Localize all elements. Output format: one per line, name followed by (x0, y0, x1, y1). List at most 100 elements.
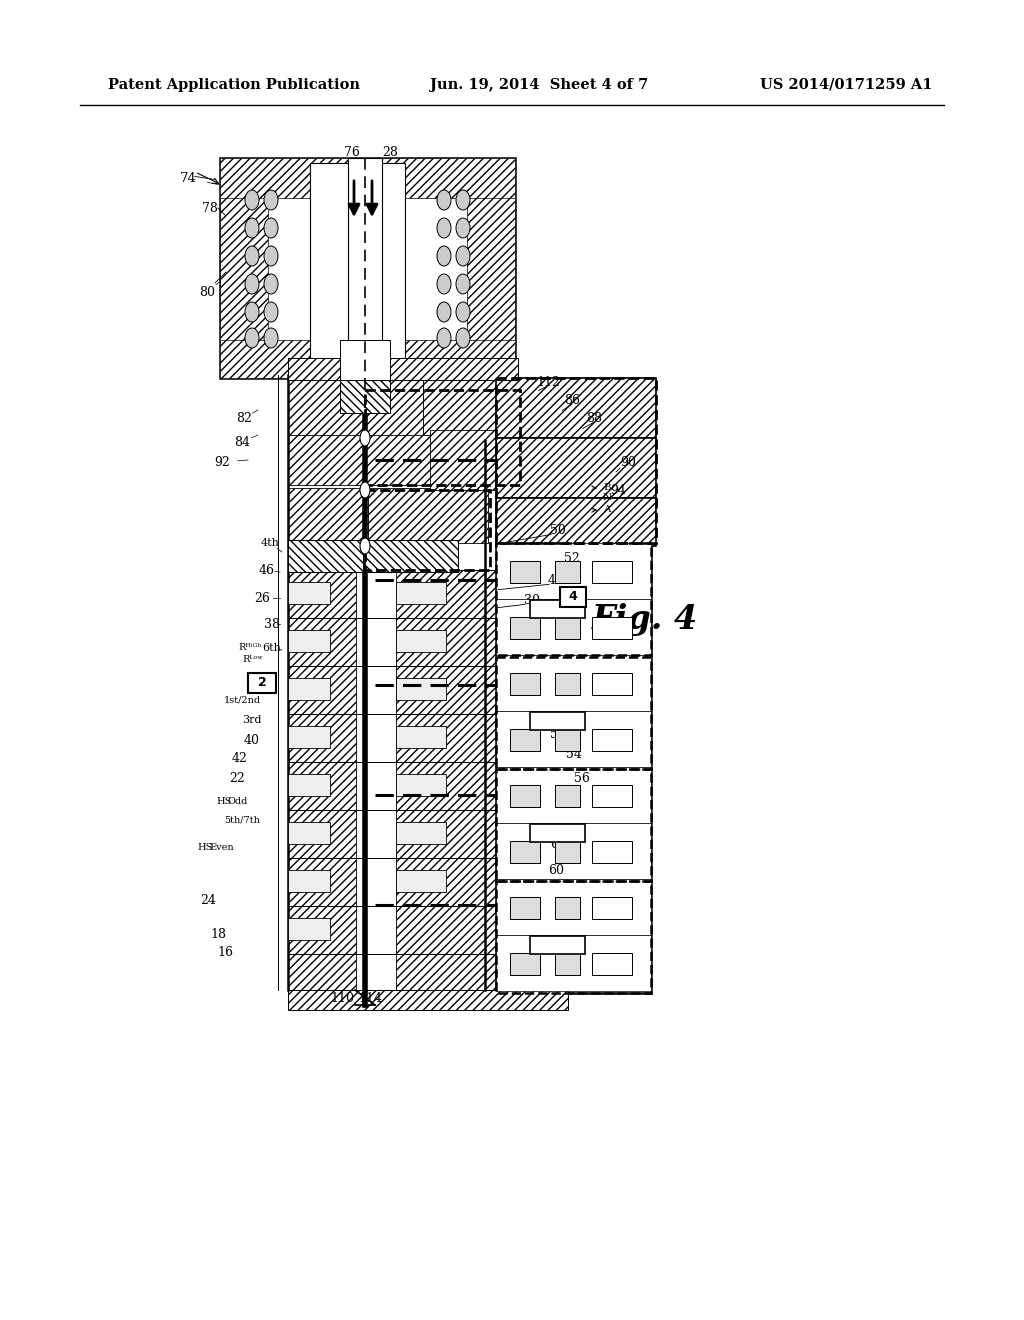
Bar (288, 714, 356, 762)
Bar (496, 711, 651, 767)
Bar (362, 540, 458, 572)
Bar (496, 378, 656, 438)
Text: 74: 74 (179, 172, 197, 185)
Text: 30: 30 (524, 594, 540, 606)
Bar (396, 774, 446, 796)
Bar (288, 630, 330, 652)
Text: 28: 28 (382, 147, 398, 160)
Text: 56: 56 (574, 771, 590, 784)
Bar (396, 858, 496, 906)
Bar (288, 667, 356, 714)
Ellipse shape (245, 246, 259, 267)
Bar (467, 158, 515, 378)
Bar (510, 841, 540, 863)
Text: 38: 38 (264, 618, 280, 631)
Text: 16: 16 (217, 945, 233, 958)
Text: 90: 90 (621, 455, 636, 469)
Bar (396, 906, 496, 954)
Bar (530, 824, 585, 842)
Text: 112: 112 (536, 375, 560, 388)
Bar (496, 880, 651, 993)
Ellipse shape (437, 275, 451, 294)
Bar (288, 917, 330, 940)
Bar (248, 673, 276, 693)
Text: 78: 78 (202, 202, 218, 214)
Bar (288, 990, 568, 1010)
Bar (368, 488, 488, 543)
Bar (288, 678, 330, 700)
Bar (310, 162, 406, 374)
Bar (288, 570, 356, 618)
Text: 82: 82 (237, 412, 252, 425)
Text: Patent Application Publication: Patent Application Publication (108, 78, 360, 92)
Bar (340, 378, 390, 413)
Bar (510, 673, 540, 696)
Bar (555, 953, 580, 975)
Text: Even: Even (210, 843, 234, 853)
Text: 5th/7th: 5th/7th (224, 816, 260, 825)
Bar (592, 673, 632, 696)
Text: 1st/2nd: 1st/2nd (223, 696, 260, 705)
Bar (555, 841, 580, 863)
Text: HS: HS (198, 843, 213, 853)
Bar (430, 430, 523, 490)
Text: Fig. 4: Fig. 4 (592, 603, 698, 636)
Ellipse shape (245, 327, 259, 348)
Bar (510, 616, 540, 639)
Bar (555, 561, 580, 583)
Ellipse shape (360, 539, 370, 554)
Bar (396, 667, 496, 714)
Bar (592, 841, 632, 863)
Bar (396, 870, 446, 892)
Text: 76: 76 (344, 147, 360, 160)
Bar (560, 587, 586, 607)
Bar (288, 618, 356, 667)
Text: Rᴴⁱᴳʰ: Rᴴⁱᴳʰ (239, 644, 262, 652)
Bar (348, 158, 382, 378)
Text: Rᴸᵒʷ: Rᴸᵒʷ (243, 656, 263, 664)
Bar (510, 898, 540, 919)
Bar (555, 673, 580, 696)
Text: 88: 88 (586, 412, 602, 425)
Bar (555, 785, 580, 807)
Bar (288, 762, 356, 810)
Bar (496, 498, 656, 546)
Bar (396, 630, 446, 652)
Bar (396, 678, 446, 700)
Ellipse shape (264, 190, 278, 210)
Bar (220, 341, 515, 378)
Ellipse shape (360, 482, 370, 498)
Bar (288, 822, 330, 843)
Text: 58: 58 (550, 729, 566, 742)
Ellipse shape (437, 218, 451, 238)
Ellipse shape (264, 327, 278, 348)
Ellipse shape (245, 275, 259, 294)
Bar (288, 540, 365, 572)
Text: 2: 2 (258, 676, 266, 689)
Bar (592, 616, 632, 639)
Text: 50: 50 (550, 524, 566, 536)
Text: 4: 4 (568, 590, 578, 603)
Bar (396, 810, 496, 858)
Text: Jun. 19, 2014  Sheet 4 of 7: Jun. 19, 2014 Sheet 4 of 7 (430, 78, 648, 92)
Text: 24: 24 (200, 894, 216, 907)
Bar (592, 729, 632, 751)
Bar (496, 543, 651, 655)
Bar (496, 879, 651, 935)
Bar (288, 582, 330, 605)
Ellipse shape (456, 218, 470, 238)
Ellipse shape (437, 302, 451, 322)
Bar (555, 898, 580, 919)
Bar (288, 810, 356, 858)
Bar (288, 358, 518, 380)
Bar (396, 570, 496, 618)
Bar (496, 767, 651, 822)
Text: HS: HS (216, 797, 231, 807)
Bar (396, 822, 446, 843)
Bar (496, 822, 651, 879)
Bar (555, 729, 580, 751)
Ellipse shape (245, 218, 259, 238)
Bar (423, 378, 523, 438)
Text: 40: 40 (244, 734, 260, 747)
Text: 86: 86 (564, 393, 580, 407)
